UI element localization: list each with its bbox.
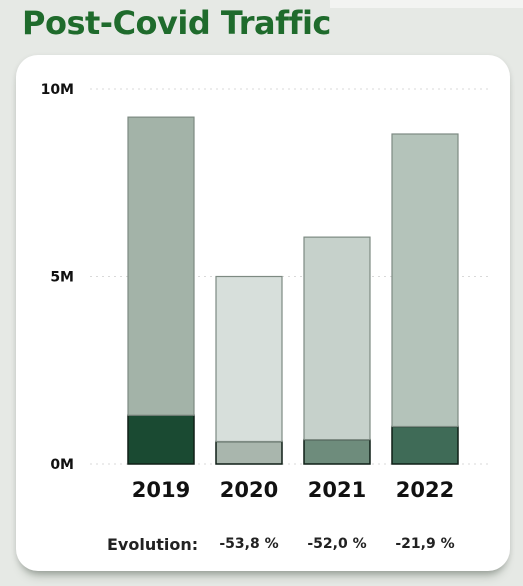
bar-2020-segment-lower xyxy=(215,440,283,465)
x-axis-labels: 2019 2020 2021 2022 xyxy=(132,478,454,502)
y-axis-ticks: 0M 5M 10M xyxy=(41,82,74,473)
evolution-value-2022: -21,9 % xyxy=(395,536,454,552)
x-label-2020: 2020 xyxy=(220,478,278,502)
bar-2022-segment-upper xyxy=(391,133,459,428)
bar-2019-segment-lower xyxy=(127,414,195,465)
evolution-value-2020: -53,8 % xyxy=(219,536,278,552)
bar-2022-segment-lower xyxy=(391,425,459,465)
bars xyxy=(127,116,459,465)
top-strip xyxy=(330,0,523,8)
x-label-2021: 2021 xyxy=(308,478,366,502)
bar-2020-segment-upper xyxy=(215,275,283,443)
x-label-2022: 2022 xyxy=(396,478,454,502)
bar-2019-segment-upper xyxy=(127,116,195,416)
y-tick-label-5m: 5M xyxy=(50,270,74,286)
evolution-value-2021: -52,0 % xyxy=(307,536,366,552)
evolution-label: Evolution: xyxy=(107,535,198,554)
bar-2021-segment-upper xyxy=(303,236,371,441)
bar-2021-segment-lower xyxy=(303,438,371,465)
page-title: Post-Covid Traffic xyxy=(22,4,331,42)
y-tick-label-0m: 0M xyxy=(50,457,74,473)
evolution-values: -53,8 % -52,0 % -21,9 % xyxy=(219,536,454,552)
y-tick-label-10m: 10M xyxy=(41,82,74,98)
x-label-2019: 2019 xyxy=(132,478,190,502)
